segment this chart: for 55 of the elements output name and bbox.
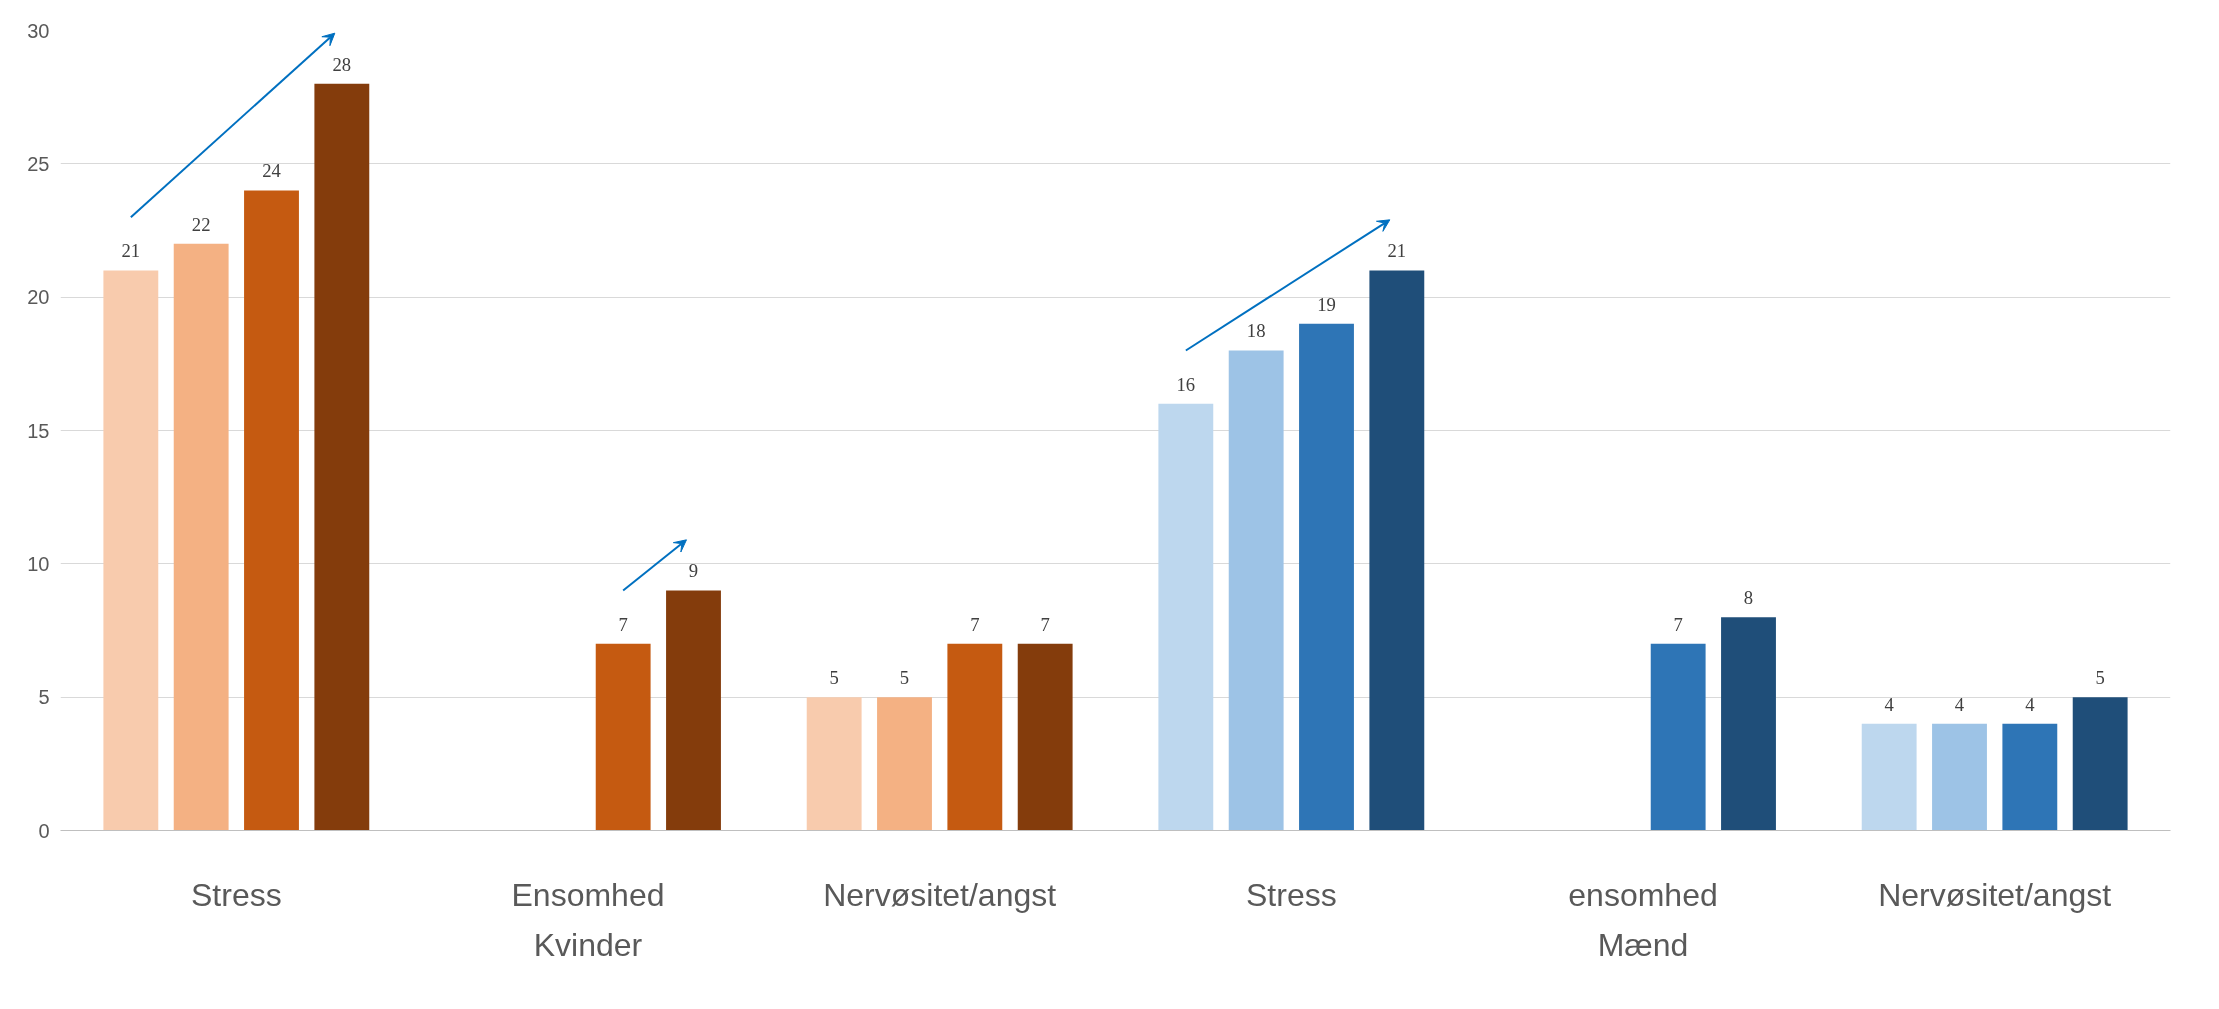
bar — [244, 190, 299, 831]
bar — [877, 697, 932, 831]
data-label: 4 — [1954, 693, 1965, 715]
data-label: 5 — [2095, 666, 2105, 688]
data-label: 5 — [899, 666, 910, 688]
data-label: 18 — [1246, 320, 1266, 342]
y-tick-label: 5 — [38, 686, 50, 709]
y-tick-label: 25 — [27, 152, 50, 175]
data-label: 7 — [1040, 613, 1050, 635]
bar — [2002, 723, 2058, 831]
y-tick-label: 20 — [27, 286, 50, 309]
data-label: 24 — [262, 160, 282, 182]
data-label: 21 — [121, 240, 141, 262]
x-tick-label: Stress — [190, 876, 282, 913]
data-label: 4 — [1884, 693, 1895, 715]
bar — [806, 697, 862, 831]
x-tick-label: Nervøsitet/angst — [1878, 876, 2112, 913]
bar — [1721, 617, 1776, 831]
y-tick-label: 30 — [27, 19, 50, 42]
data-label: 7 — [1673, 613, 1683, 635]
data-label: 4 — [2025, 693, 2036, 715]
data-label: 8 — [1743, 586, 1754, 608]
bar — [1158, 403, 1214, 831]
y-tick-label: 0 — [38, 819, 50, 842]
data-label: 5 — [829, 666, 839, 688]
data-label: 28 — [332, 53, 352, 75]
x-tick-label: Ensomhed — [511, 876, 665, 913]
data-label: 7 — [970, 613, 980, 635]
bar — [1228, 350, 1284, 831]
bar — [947, 643, 1003, 831]
bar — [595, 643, 651, 831]
x-tick-label: ensomhed — [1568, 876, 1718, 913]
y-tick-label: 15 — [27, 419, 50, 442]
data-label: 21 — [1387, 240, 1407, 262]
bar — [1861, 723, 1917, 831]
bar — [314, 83, 370, 831]
bar — [103, 270, 159, 831]
data-label: 9 — [688, 560, 699, 582]
bar — [1299, 323, 1354, 831]
bar — [2072, 697, 2128, 831]
x-tick-label: Stress — [1245, 876, 1337, 913]
data-label: 16 — [1176, 373, 1196, 395]
data-label: 7 — [618, 613, 628, 635]
bar — [1017, 643, 1073, 831]
bar — [173, 243, 229, 831]
bar — [1932, 723, 1987, 831]
bar — [1369, 270, 1425, 831]
bar — [1650, 643, 1706, 831]
data-label: 22 — [191, 213, 211, 235]
y-tick-label: 10 — [27, 552, 50, 575]
text: Kvinder — [533, 926, 643, 963]
x-tick-label: Nervøsitet/angst — [823, 876, 1057, 913]
data-label: 19 — [1317, 293, 1336, 315]
text: Mænd — [1597, 926, 1689, 963]
bar — [666, 590, 721, 831]
